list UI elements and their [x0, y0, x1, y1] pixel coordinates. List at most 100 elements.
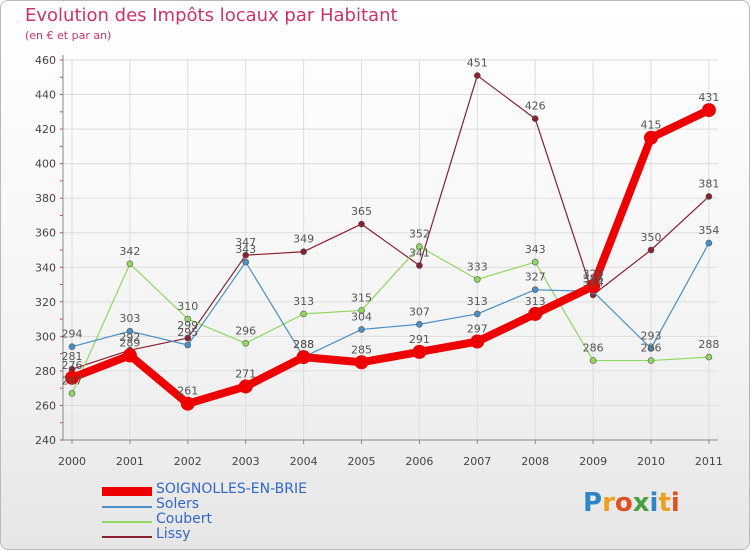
series-line-coubert [71, 245, 709, 394]
data-point [705, 239, 713, 247]
logo-letter: i [670, 488, 680, 518]
logo-letter: o [614, 488, 633, 518]
y-tick-label: 240 [35, 434, 56, 447]
data-point [126, 327, 134, 335]
legend-label: Coubert [156, 511, 212, 527]
x-tick-label: 2009 [579, 455, 607, 468]
data-label: 304 [351, 310, 372, 323]
data-point [184, 315, 192, 323]
proxiti-logo: Proxiti [583, 488, 680, 518]
data-point [412, 344, 427, 359]
data-label: 354 [698, 224, 719, 237]
data-label: 267 [62, 374, 83, 387]
data-label: 285 [351, 343, 372, 356]
data-point [416, 320, 423, 328]
data-label: 288 [293, 338, 314, 351]
data-point [122, 348, 137, 363]
data-label: 324 [583, 276, 604, 289]
x-tick-label: 2010 [637, 455, 665, 468]
chart-subtitle: (en € et par an) [25, 29, 112, 42]
data-point [296, 350, 311, 365]
data-label: 349 [293, 233, 314, 246]
data-label: 294 [62, 328, 83, 341]
data-point [470, 334, 485, 349]
data-label: 307 [409, 305, 430, 318]
data-point [644, 130, 658, 145]
data-label: 365 [351, 205, 372, 218]
data-point [473, 276, 481, 283]
x-tick-label: 2006 [405, 455, 433, 468]
data-label: 295 [177, 326, 198, 339]
data-point [589, 357, 597, 364]
y-tick-label: 260 [35, 399, 56, 412]
data-label: 313 [525, 295, 546, 308]
data-label: 329 [583, 267, 604, 280]
legend-item: Coubert [102, 511, 362, 529]
y-tick-label: 360 [35, 227, 56, 240]
data-point [705, 193, 713, 200]
data-point [180, 396, 195, 411]
y-tick-label: 380 [35, 192, 56, 205]
x-tick-label: 2002 [174, 455, 202, 468]
x-tick-label: 2011 [695, 455, 723, 468]
data-label: 289 [119, 336, 140, 349]
logo-letter: x [632, 488, 650, 518]
x-tick-label: 2001 [116, 455, 144, 468]
y-tick-label: 320 [35, 296, 56, 309]
data-label: 333 [467, 260, 488, 273]
legend-item: SOIGNOLLES-EN-BRIE [102, 481, 362, 499]
data-point [300, 310, 307, 318]
data-label: 451 [467, 57, 488, 70]
chart-title: Evolution des Impôts locaux par Habitant [25, 5, 398, 26]
data-point [68, 343, 76, 351]
data-label: 343 [525, 243, 546, 256]
data-label: 381 [698, 177, 719, 190]
legend-swatch [102, 506, 152, 508]
y-tick-labels: 240 260 280 300 320 340 360 380 400 420 440 460 [35, 54, 56, 447]
legend-item: Solers [102, 496, 362, 514]
data-point [358, 307, 365, 314]
x-tick-label: 2004 [290, 455, 318, 468]
legend-item: Lissy [102, 526, 362, 544]
data-point [242, 258, 249, 266]
data-point [358, 220, 365, 228]
data-point [647, 357, 655, 364]
series-line-solers [71, 242, 710, 358]
data-point [68, 390, 76, 397]
x-tick-label: 2003 [232, 455, 260, 468]
data-point [416, 262, 423, 269]
data-label: 350 [641, 231, 662, 244]
legend-swatch [102, 536, 152, 538]
grid-lines [63, 59, 718, 441]
y-tick-label: 460 [35, 54, 56, 67]
data-label: 327 [525, 271, 546, 284]
data-point [65, 370, 79, 385]
data-label: 281 [62, 350, 83, 363]
data-point [531, 258, 539, 266]
data-label: 415 [641, 119, 662, 132]
data-point [531, 115, 539, 123]
data-label: 299 [177, 319, 198, 332]
x-tick-label: 2000 [58, 455, 86, 468]
data-label: 293 [641, 329, 662, 342]
legend-label: Solers [156, 496, 200, 512]
data-point [647, 345, 655, 352]
data-point [184, 341, 192, 349]
data-point [586, 279, 601, 294]
series-line-lissy [71, 74, 710, 370]
data-label: 261 [177, 385, 198, 398]
data-label: 303 [119, 312, 140, 325]
data-label: 292 [119, 331, 140, 344]
logo-letter: i [649, 488, 659, 518]
data-label: 326 [583, 272, 604, 285]
data-point [528, 306, 543, 321]
legend-swatch [102, 487, 152, 496]
line-chart: 240 260 280 300 320 340 360 380 400 420 440 460 200… [35, 54, 723, 468]
data-label: 347 [235, 236, 256, 249]
x-tick-label: 2007 [463, 455, 491, 468]
data-label: 276 [62, 359, 83, 372]
data-label: 271 [235, 367, 256, 380]
data-point [242, 251, 249, 259]
data-point [238, 379, 253, 394]
data-point [242, 339, 249, 347]
